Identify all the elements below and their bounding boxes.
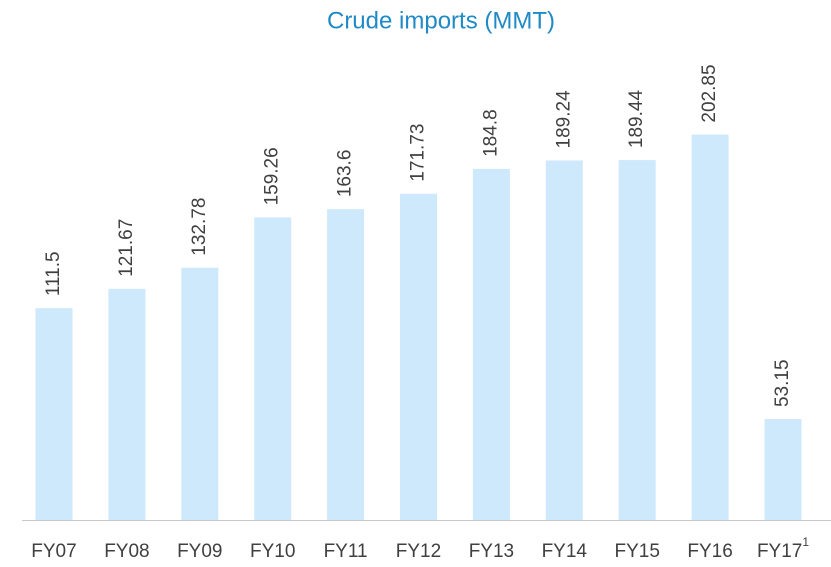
data-label: 189.24 (553, 90, 574, 149)
data-label: 171.73 (408, 124, 429, 182)
bar (691, 134, 729, 520)
x-tick-label: FY10 (250, 541, 295, 562)
x-tick-label: FY15 (614, 541, 659, 562)
data-label: 111.5 (43, 251, 64, 296)
bar (327, 209, 365, 520)
x-tick-superscript: 1 (802, 535, 809, 549)
bar (400, 193, 437, 520)
x-tick-label: FY08 (104, 541, 149, 562)
data-label: 121.67 (116, 219, 137, 277)
bar (181, 267, 219, 520)
x-tick-label: FY16 (687, 541, 732, 562)
chart-title: Crude imports (MMT) (327, 7, 555, 34)
bar (254, 217, 292, 520)
bar (108, 288, 146, 520)
x-tick-text: FY17 (757, 541, 802, 562)
x-tick-label: FY13 (469, 541, 514, 562)
data-label: 53.15 (772, 359, 793, 407)
bar (618, 160, 656, 520)
x-tick-text: FY14 (542, 541, 588, 562)
x-tick-text: FY13 (469, 541, 514, 562)
bar (472, 168, 510, 520)
x-tick-text: FY07 (31, 541, 76, 562)
bar (764, 419, 802, 520)
x-tick-text: FY09 (177, 541, 222, 562)
bar (35, 308, 73, 520)
data-label: 159.26 (262, 147, 283, 205)
x-tick-label: FY171 (757, 535, 809, 562)
x-tick-text: FY10 (250, 541, 295, 562)
x-tick-text: FY15 (614, 541, 659, 562)
data-label: 163.6 (335, 150, 356, 198)
x-tick-label: FY14 (542, 541, 588, 562)
x-tick-label: FY11 (324, 541, 368, 562)
x-tick-label: FY09 (177, 541, 222, 562)
bar (545, 160, 583, 520)
x-tick-text: FY11 (324, 541, 368, 562)
x-tick-text: FY08 (104, 541, 149, 562)
data-label: 189.44 (626, 90, 647, 149)
data-label: 202.85 (699, 64, 720, 122)
x-tick-text: FY12 (396, 541, 441, 562)
x-tick-label: FY07 (31, 541, 76, 562)
data-label: 132.78 (189, 198, 210, 256)
data-label: 184.8 (480, 109, 501, 157)
x-tick-label: FY12 (396, 541, 441, 562)
x-tick-text: FY16 (687, 541, 732, 562)
